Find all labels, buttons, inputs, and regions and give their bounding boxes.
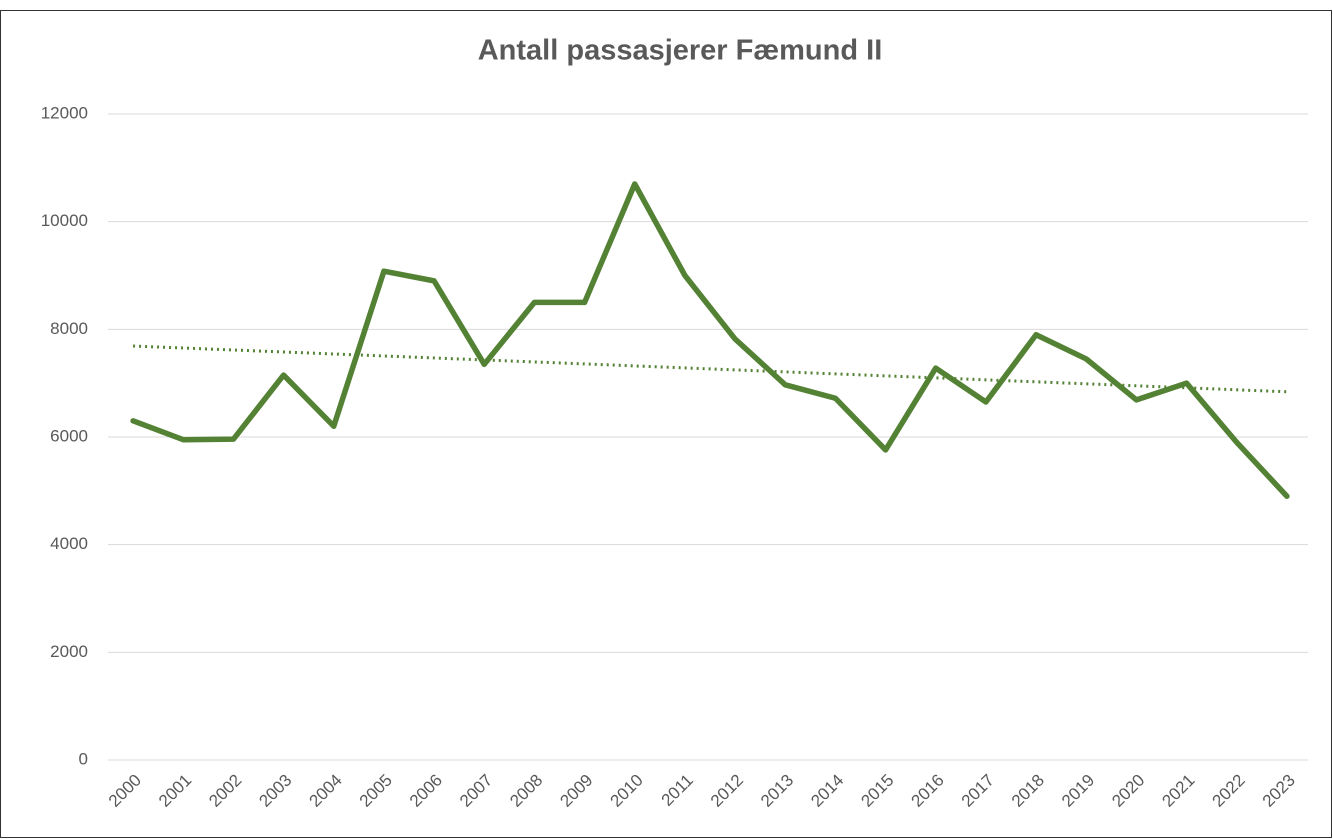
chart-border bbox=[0, 10, 1332, 838]
y-tick-label: 12000 bbox=[41, 103, 88, 122]
y-tick-label: 2000 bbox=[50, 642, 88, 661]
y-tick-label: 10000 bbox=[41, 211, 88, 230]
y-tick-label: 6000 bbox=[50, 426, 88, 445]
chart-title: Antall passasjerer Fæmund II bbox=[478, 35, 883, 67]
y-tick-label: 4000 bbox=[50, 534, 88, 553]
trendline bbox=[133, 344, 1287, 394]
y-tick-label: 0 bbox=[79, 749, 88, 768]
y-tick-label: 8000 bbox=[50, 319, 88, 338]
data-line bbox=[130, 181, 1290, 499]
